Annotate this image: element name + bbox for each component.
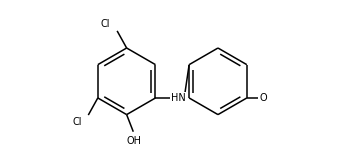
- Text: HN: HN: [171, 93, 185, 103]
- Text: OH: OH: [127, 137, 142, 146]
- Text: Cl: Cl: [72, 117, 82, 127]
- Text: Cl: Cl: [101, 19, 111, 29]
- Text: O: O: [259, 93, 267, 103]
